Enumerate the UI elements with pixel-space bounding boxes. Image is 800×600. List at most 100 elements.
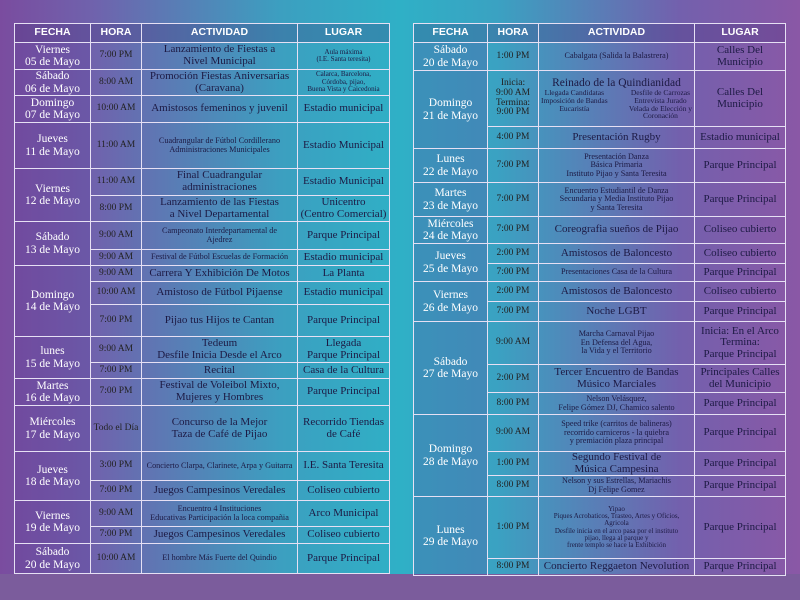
place-cell: Unicentro (Centro Comercial): [297, 195, 390, 222]
time-cell: 1:00 PM: [487, 496, 539, 560]
time-cell: 2:00 PM: [487, 281, 539, 302]
time-cell: Todo el Día: [90, 405, 142, 452]
table-row: Viernes 05 de Mayo 7:00 PM Lanzamiento de …: [14, 42, 390, 70]
activity-cell: Encuentro Estudiantil de Danza Secundari…: [538, 182, 695, 217]
time-cell: 9:00 AM: [90, 500, 142, 527]
activity-cell: Nelson y sus Estrellas, Mariachis Dj Fel…: [538, 475, 695, 498]
place-cell: Parque Principal: [694, 148, 786, 183]
activity-details-right: Desfile de Carrozas Entrevista Jurado Ve…: [628, 87, 692, 121]
activity-details: Llegada Candidatas Imposición de Bandas …: [541, 87, 692, 121]
header-actividad: ACTIVIDAD: [141, 23, 298, 43]
place-cell: Parque Principal: [297, 543, 390, 574]
activity-cell: Campeonato Interdepartamental de Ajedrez: [141, 221, 298, 250]
time-cell: 8:00 AM: [90, 69, 142, 96]
place-cell: Parque Principal: [694, 301, 786, 322]
activity-cell: Lanzamiento de las Fiestas a Nivel Depar…: [141, 195, 298, 222]
table-row: Domingo 14 de Mayo 9:00 AM Carrera Y Exhib…: [14, 265, 390, 337]
date-cell: Viernes 12 de Mayo: [14, 168, 91, 222]
time-cell: 8:00 PM: [487, 558, 539, 577]
table-row: Sábado 27 de Mayo 9:00 AM Marcha Carnaval …: [413, 321, 786, 415]
date-cell: Sábado 20 de Mayo: [413, 42, 488, 71]
activity-cell: Amistosos de Baloncesto: [538, 243, 695, 264]
table-row: Viernes 26 de Mayo 2:00 PM Amistosos de Ba…: [413, 281, 786, 322]
activity-cell: Recital: [141, 362, 298, 379]
date-cell: Miércoles 17 de Mayo: [14, 405, 91, 452]
time-cell: 7:00 PM: [487, 263, 539, 282]
activity-cell: Yipao Piques Acrobaticos, Trasteo, Artes…: [538, 496, 695, 560]
time-cell: 2:00 PM: [487, 243, 539, 264]
header-lugar: LUGAR: [297, 23, 390, 43]
activity-cell: Carrera Y Exhibición De Motos: [141, 265, 298, 282]
place-cell: Parque Principal: [297, 378, 390, 406]
time-cell: 11:00 AM: [90, 122, 142, 169]
date-cell: Lunes 22 de Mayo: [413, 148, 488, 183]
date-cell: Jueves 18 de Mayo: [14, 451, 91, 501]
table-row: Sábado 13 de Mayo 9:00 AM Campeonato Inter…: [14, 221, 390, 266]
place-cell: Casa de la Cultura: [297, 362, 390, 379]
table-row: Domingo 07 de Mayo 10:00 AM Amistosos feme…: [14, 95, 390, 123]
place-cell: Estadio municipal: [297, 95, 390, 123]
activity-cell: Concierto Clarpa, Clarinete, Arpa y Guit…: [141, 451, 298, 481]
table-row: Domingo 28 de Mayo 9:00 AM Speed trike (ca…: [413, 413, 786, 498]
activity-cell: Presentación Rugby: [538, 126, 695, 149]
place-cell: Principales Calles del Municipio: [694, 364, 786, 393]
time-cell: 8:00 PM: [487, 392, 539, 415]
activity-cell: Cuadrangular de Fútbol Cordillerano Admi…: [141, 122, 298, 169]
place-cell: Recorrido Tiendas de Café: [297, 405, 390, 452]
table-row: 7:00 PM Recital Casa de la Cultura: [15, 362, 390, 379]
time-cell: 1:00 PM: [487, 42, 539, 71]
time-cell: 7:00 PM: [90, 526, 142, 544]
time-cell: 10:00 AM: [90, 95, 142, 123]
time-cell: 10:00 AM: [90, 281, 142, 305]
activity-cell: Lanzamiento de Fiestas a Nivel Municipal: [141, 42, 298, 70]
place-cell: Parque Principal: [694, 392, 786, 415]
header-fecha: FECHA: [14, 23, 91, 43]
time-cell: 7:00 PM: [90, 42, 142, 70]
activity-cell: El hombre Más Fuerte del Quindio: [141, 543, 298, 574]
date-cell: Domingo 14 de Mayo: [14, 265, 91, 337]
table-row: Martes 23 de Mayo 7:00 PM Encuentro Estudi…: [413, 182, 786, 217]
date-cell: Viernes 26 de Mayo: [413, 281, 488, 322]
place-cell: Llegada Parque Principal: [297, 336, 390, 363]
date-cell: Sábado 13 de Mayo: [14, 221, 91, 266]
table-row: Domingo 21 de Mayo Inicia: 9:00 AM Termin…: [413, 70, 786, 149]
place-cell: Estadio municipal: [297, 281, 390, 305]
table-row: 8:00 PM Nelson y sus Estrellas, Mariachis…: [414, 475, 786, 498]
header-row: FECHA HORA ACTIVIDAD LUGAR: [413, 23, 786, 43]
activity-details-left: Llegada Candidatas Imposición de Bandas …: [541, 87, 608, 113]
time-cell: 9:00 AM: [90, 249, 142, 266]
date-cell: Domingo 21 de Mayo: [413, 70, 488, 149]
activity-cell: Segundo Festival de Música Campesina: [538, 450, 695, 477]
date-cell: Miércoles 24 de Mayo: [413, 216, 488, 244]
place-cell: Parque Principal: [694, 182, 786, 217]
place-cell: Parque Principal: [694, 496, 786, 560]
place-cell: Estadio municipal: [694, 126, 786, 149]
table-row: Sábado 20 de Mayo 10:00 AM El hombre Más F…: [14, 543, 390, 574]
place-cell: Calles Del Municipio: [694, 70, 786, 127]
place-cell: Estadio Municipal: [297, 122, 390, 169]
time-cell: 11:00 AM: [90, 168, 142, 196]
date-cell: Sábado 06 de Mayo: [14, 69, 91, 96]
place-cell: Parque Principal: [297, 304, 390, 337]
activity-cell: Amistoso de Fútbol Pijaense: [141, 281, 298, 305]
place-cell: Coliseo cubierto: [694, 243, 786, 264]
activity-cell: Amistosos femeninos y juvenil: [141, 95, 298, 123]
time-cell: 7:00 PM: [487, 148, 539, 183]
table-row: Sábado 20 de Mayo 1:00 PM Cabalgata (Salid…: [413, 42, 786, 71]
place-cell: La Planta: [297, 265, 390, 282]
place-cell: Parque Principal: [297, 221, 390, 250]
place-cell: Aula máxima (I.E. Santa teresita): [297, 42, 390, 70]
table-row: 7:00 PM Pijao tus Hijos te Cantan Parque P…: [15, 304, 390, 337]
schedule-table-left: FECHA HORA ACTIVIDAD LUGAR Viernes 05 de May…: [14, 23, 390, 574]
date-cell: Martes 16 de Mayo: [14, 378, 91, 406]
table-row: Viernes 19 de Mayo 9:00 AM Encuentro 4 Ins…: [14, 500, 390, 544]
activity-cell: Tedeum Desfile Inicia Desde el Arco: [141, 336, 298, 363]
table-row: 7:00 PM Juegos Campesinos Veredales Colise…: [15, 526, 390, 544]
date-cell: Domingo 28 de Mayo: [413, 413, 488, 498]
time-cell: 8:00 PM: [487, 475, 539, 498]
time-cell: 9:00 AM: [90, 221, 142, 250]
time-cell: 4:00 PM: [487, 126, 539, 149]
header-actividad: ACTIVIDAD: [538, 23, 695, 43]
place-cell: Coliseo cubierto: [297, 480, 390, 501]
time-cell: 10:00 AM: [90, 543, 142, 574]
